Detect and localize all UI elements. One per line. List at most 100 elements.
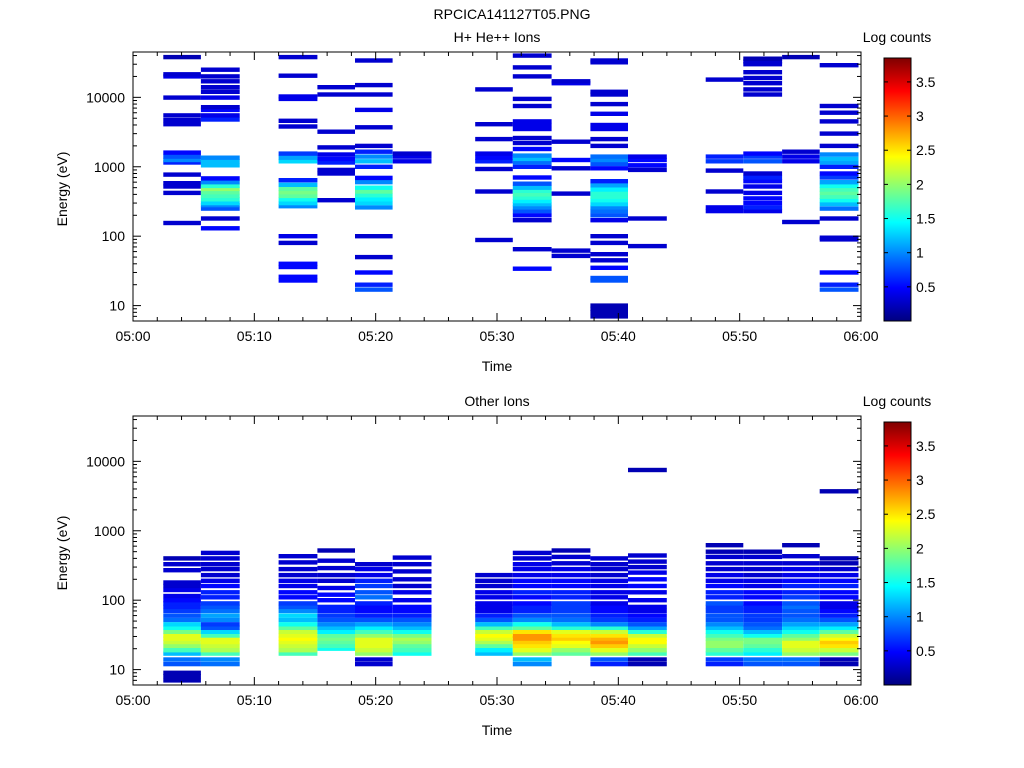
heatmap-cell	[355, 254, 393, 260]
heatmap-cell	[819, 183, 859, 189]
heatmap-cell	[392, 648, 432, 653]
heatmap-cell	[163, 608, 201, 614]
heatmap-cell	[163, 643, 201, 648]
heatmap-cell	[705, 643, 744, 648]
heatmap-cell	[819, 629, 859, 634]
heatmap-cell	[551, 166, 591, 171]
heatmap-cell	[743, 661, 783, 667]
heatmap-cell	[278, 54, 318, 60]
colorbar-tick-label: 3.5	[916, 438, 936, 454]
heatmap-cell	[512, 126, 552, 132]
colorbar-tick-label: 2.5	[916, 142, 936, 158]
heatmap-cell	[782, 633, 820, 638]
heatmap-cell	[278, 274, 318, 279]
heatmap-cell	[200, 572, 240, 578]
heatmap-cell	[590, 572, 628, 578]
panel-1-xlabel: Time	[482, 358, 513, 374]
heatmap-cell	[278, 182, 318, 187]
heatmap-cell	[392, 604, 432, 610]
heatmap-cell	[200, 639, 240, 645]
heatmap-cell	[705, 590, 744, 595]
heatmap-cell	[743, 583, 783, 589]
heatmap-cell	[743, 200, 783, 206]
heatmap-cell	[782, 625, 820, 630]
x-tick-label: 05:50	[722, 692, 757, 708]
heatmap-cell	[200, 613, 240, 618]
heatmap-cell	[200, 550, 240, 556]
panel-1-heatmap	[163, 53, 859, 319]
heatmap-cell	[317, 160, 355, 165]
heatmap-cell	[590, 595, 628, 600]
heatmap-cell	[819, 617, 859, 623]
heatmap-cell	[782, 617, 820, 623]
colorbar-gradient	[883, 421, 912, 686]
heatmap-cell	[163, 122, 201, 127]
heatmap-cell	[819, 194, 859, 199]
heatmap-cell	[163, 583, 201, 589]
heatmap-cell	[743, 56, 783, 61]
heatmap-cell	[705, 648, 744, 653]
heatmap-cell	[819, 164, 859, 169]
heatmap-cell	[278, 601, 318, 606]
heatmap-cell	[590, 183, 628, 188]
heatmap-cell	[782, 651, 820, 656]
heatmap-cell	[317, 578, 355, 583]
heatmap-cell	[819, 180, 859, 185]
heatmap-cell	[475, 633, 513, 638]
heatmap-cell	[590, 111, 628, 116]
heatmap-cell	[551, 583, 591, 589]
colorbar-tick-label: 0.5	[916, 279, 936, 295]
heatmap-cell	[355, 154, 393, 159]
heatmap-cell	[355, 629, 393, 634]
panel-2-ylabel: Energy (eV)	[54, 516, 70, 591]
heatmap-cell	[512, 572, 552, 578]
panel-1-title: H+ He++ Ions	[454, 29, 541, 45]
heatmap-cell	[590, 661, 628, 667]
heatmap-cell	[590, 657, 628, 662]
heatmap-cell	[628, 157, 667, 163]
heatmap-cell	[551, 191, 591, 196]
heatmap-cell	[512, 192, 552, 197]
heatmap-cell	[392, 159, 432, 164]
heatmap-cell	[200, 562, 240, 567]
heatmap-cell	[743, 70, 783, 75]
panel-2-title: Other Ions	[464, 393, 529, 409]
x-tick-label: 05:00	[115, 692, 150, 708]
heatmap-cell	[743, 636, 783, 641]
heatmap-cell	[200, 163, 240, 168]
heatmap-cell	[475, 155, 513, 160]
heatmap-cell	[819, 156, 859, 162]
heatmap-cell	[278, 560, 318, 565]
heatmap-cell	[628, 604, 667, 610]
heatmap-cell	[355, 622, 393, 627]
heatmap-cell	[782, 639, 820, 645]
heatmap-cell	[163, 54, 201, 60]
heatmap-cell	[782, 629, 820, 634]
panel-2-colorbar-label: Log counts	[863, 393, 932, 409]
heatmap-cell	[590, 265, 628, 270]
heatmap-cell	[475, 159, 513, 164]
heatmap-cell	[163, 604, 201, 610]
heatmap-cell	[512, 181, 552, 186]
heatmap-cell	[590, 252, 628, 257]
heatmap-cell	[512, 103, 552, 109]
heatmap-cell	[317, 156, 355, 162]
heatmap-cell	[355, 590, 393, 595]
colorbar-tick-label: 1.5	[916, 211, 936, 227]
heatmap-cell	[475, 122, 513, 127]
heatmap-cell	[590, 126, 628, 132]
heatmap-cell	[278, 604, 318, 610]
heatmap-cell	[475, 643, 513, 648]
heatmap-cell	[278, 278, 318, 283]
heatmap-cell	[782, 219, 820, 225]
heatmap-cell	[628, 648, 667, 653]
heatmap-cell	[743, 595, 783, 600]
heatmap-cell	[392, 562, 432, 567]
y-tick-label: 10	[109, 298, 125, 314]
heatmap-cell	[705, 608, 744, 614]
heatmap-cell	[628, 636, 667, 641]
heatmap-cell	[743, 633, 783, 638]
heatmap-cell	[355, 636, 393, 641]
heatmap-cell	[200, 604, 240, 610]
heatmap-cell	[512, 96, 552, 102]
